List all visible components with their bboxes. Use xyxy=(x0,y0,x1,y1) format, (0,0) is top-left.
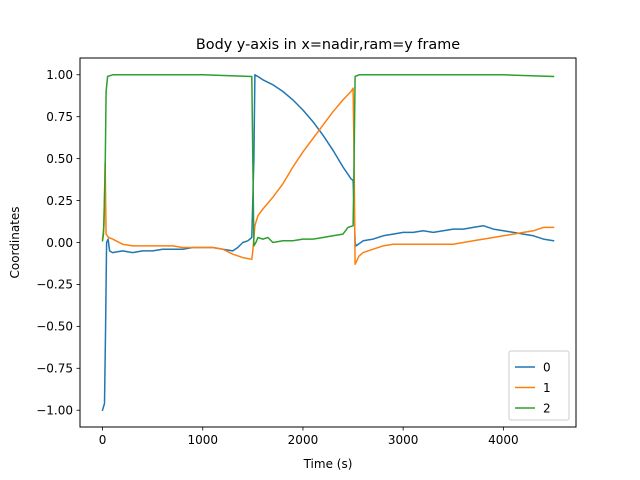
legend: 0 1 2 xyxy=(508,350,570,421)
y-tick-label: 0.75 xyxy=(46,110,73,124)
y-tick-label: 1.00 xyxy=(46,68,73,82)
y-tick-label: 0.50 xyxy=(46,152,73,166)
y-axis-title: Coordinates xyxy=(8,206,22,278)
chart-title: Body y-axis in x=nadir,ram=y frame xyxy=(196,37,460,53)
y-tick-label: −0.50 xyxy=(36,320,73,334)
legend-label-2: 2 xyxy=(543,401,551,415)
series-line-1 xyxy=(101,87,555,266)
y-tick-label: 0.25 xyxy=(46,194,73,208)
y-tick-label: −0.25 xyxy=(36,278,73,292)
legend-box xyxy=(508,350,570,421)
y-tick-label: −1.00 xyxy=(36,404,73,418)
plot-area-frame xyxy=(79,57,577,428)
y-tick-label: 0.00 xyxy=(46,236,73,250)
legend-label-0: 0 xyxy=(543,360,551,374)
axes-layer: 0 1000 2000 3000 4000 −1.00 −0.75 −0.50 −0.25 0.0… xyxy=(36,68,518,447)
x-tick-label: 2000 xyxy=(288,433,319,447)
x-tick-label: 4000 xyxy=(488,433,519,447)
x-tick-label: 1000 xyxy=(187,433,218,447)
x-tick-label: 3000 xyxy=(388,433,419,447)
series-line-0 xyxy=(101,74,555,412)
x-axis-title: Time (s) xyxy=(303,457,353,471)
series-layer xyxy=(101,74,555,412)
x-tick-label: 0 xyxy=(99,433,107,447)
legend-label-1: 1 xyxy=(543,381,551,395)
series-line-2 xyxy=(101,74,555,247)
y-tick-label: −0.75 xyxy=(36,362,73,376)
